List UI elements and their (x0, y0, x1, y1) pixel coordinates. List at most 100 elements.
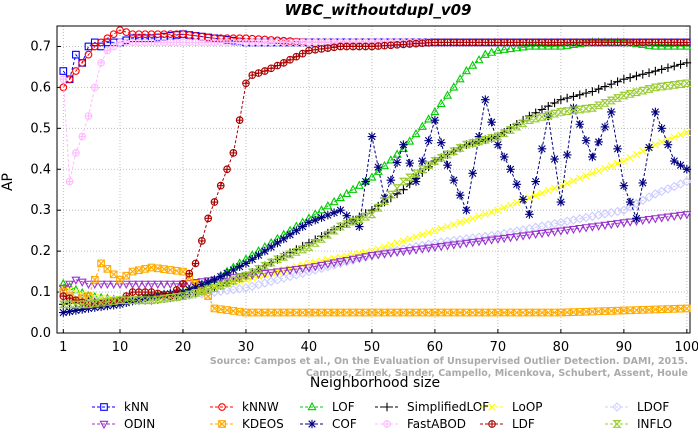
data-point (670, 133, 678, 142)
data-point-cross (607, 307, 615, 315)
data-point-cross (582, 308, 590, 316)
data-point (386, 175, 396, 185)
legend-label: INFLO (637, 417, 672, 431)
data-point-cross (192, 39, 199, 46)
data-point-cross (664, 305, 672, 313)
x-tick-label: 20 (175, 340, 192, 355)
data-point-cross (387, 308, 395, 317)
data-point-cross (223, 165, 231, 173)
data-point-cross (607, 39, 615, 46)
data-point-cross (400, 41, 407, 48)
data-point (317, 213, 326, 222)
x-tick-label: 10 (112, 340, 129, 355)
data-point (418, 231, 427, 239)
data-point-cross (217, 305, 225, 313)
data-point-cross (59, 288, 67, 296)
data-point-cross (595, 39, 602, 46)
data-point-cross (626, 306, 634, 314)
data-point-cross (235, 308, 244, 316)
data-point-cross (91, 276, 99, 284)
data-point (600, 122, 610, 132)
data-point (606, 79, 616, 89)
legend-label: kNN (124, 400, 149, 414)
data-point-cross (211, 198, 218, 206)
data-point (518, 194, 528, 204)
data-point (59, 83, 68, 92)
data-point (197, 280, 207, 289)
data-point (525, 111, 534, 121)
data-point (594, 84, 603, 94)
data-point (361, 253, 371, 262)
legend-marker-cross (383, 420, 391, 428)
data-point (398, 247, 408, 257)
data-point (323, 210, 333, 220)
data-point (563, 179, 571, 187)
x-tick-label: 70 (490, 340, 507, 355)
data-point (399, 237, 408, 245)
data-point (424, 244, 434, 253)
data-point-cross (456, 308, 464, 317)
data-point (146, 280, 157, 289)
data-point (342, 188, 352, 198)
data-point-cross (116, 39, 124, 46)
data-point-cross (267, 64, 275, 72)
data-point (424, 136, 433, 145)
data-point (386, 155, 396, 164)
data-point (267, 269, 275, 277)
data-point-cross (645, 305, 653, 314)
data-point-cross (173, 39, 180, 46)
data-point (336, 205, 345, 215)
data-point (405, 247, 415, 256)
data-point (65, 307, 74, 316)
legend-label: SimplifiedLOF (407, 400, 489, 414)
data-point (619, 74, 629, 84)
data-point-cross (122, 272, 130, 280)
data-point-cross (424, 308, 433, 317)
data-point-cross (330, 43, 338, 51)
data-point-cross (431, 39, 439, 46)
data-point (644, 143, 654, 152)
data-point (247, 255, 257, 264)
data-point (109, 30, 118, 39)
series-ldf (59, 38, 691, 309)
data-point-cross (141, 265, 149, 273)
data-point-cross (419, 39, 426, 47)
data-point (216, 272, 226, 281)
data-point-cross (519, 39, 527, 46)
data-point (298, 222, 307, 231)
x-tick-label: 80 (553, 340, 570, 355)
legend-entry-knn: kNN (92, 400, 149, 414)
chart-title: WBC_withoutdupl_v09 (285, 1, 472, 19)
y-tick-label: 0.5 (30, 121, 51, 136)
data-point (431, 226, 439, 235)
data-point-cross (613, 307, 622, 315)
data-point-cross (418, 308, 427, 317)
data-point-cross (160, 39, 168, 46)
data-point-cross (500, 39, 508, 46)
data-point-cross (286, 308, 294, 317)
data-point (90, 303, 100, 312)
data-point (316, 205, 327, 214)
data-point-cross (293, 53, 300, 60)
data-point-cross (393, 41, 401, 49)
data-point (562, 93, 572, 103)
data-point (102, 280, 112, 289)
data-point-cross (185, 39, 193, 46)
data-point (430, 243, 440, 253)
data-point (97, 38, 105, 47)
data-point (329, 196, 339, 206)
data-point-cross (658, 39, 665, 46)
data-point-cross (97, 59, 105, 67)
data-point (443, 160, 452, 170)
data-point-cross (632, 306, 641, 314)
series-odin (58, 211, 692, 294)
data-point (537, 229, 547, 239)
legend-marker-cross (218, 420, 226, 428)
data-point (525, 194, 534, 202)
data-point (676, 60, 685, 69)
data-point (474, 132, 484, 141)
data-point (159, 280, 169, 289)
data-point-cross (569, 308, 578, 316)
data-point-cross (356, 43, 363, 50)
data-point-cross (91, 84, 99, 91)
